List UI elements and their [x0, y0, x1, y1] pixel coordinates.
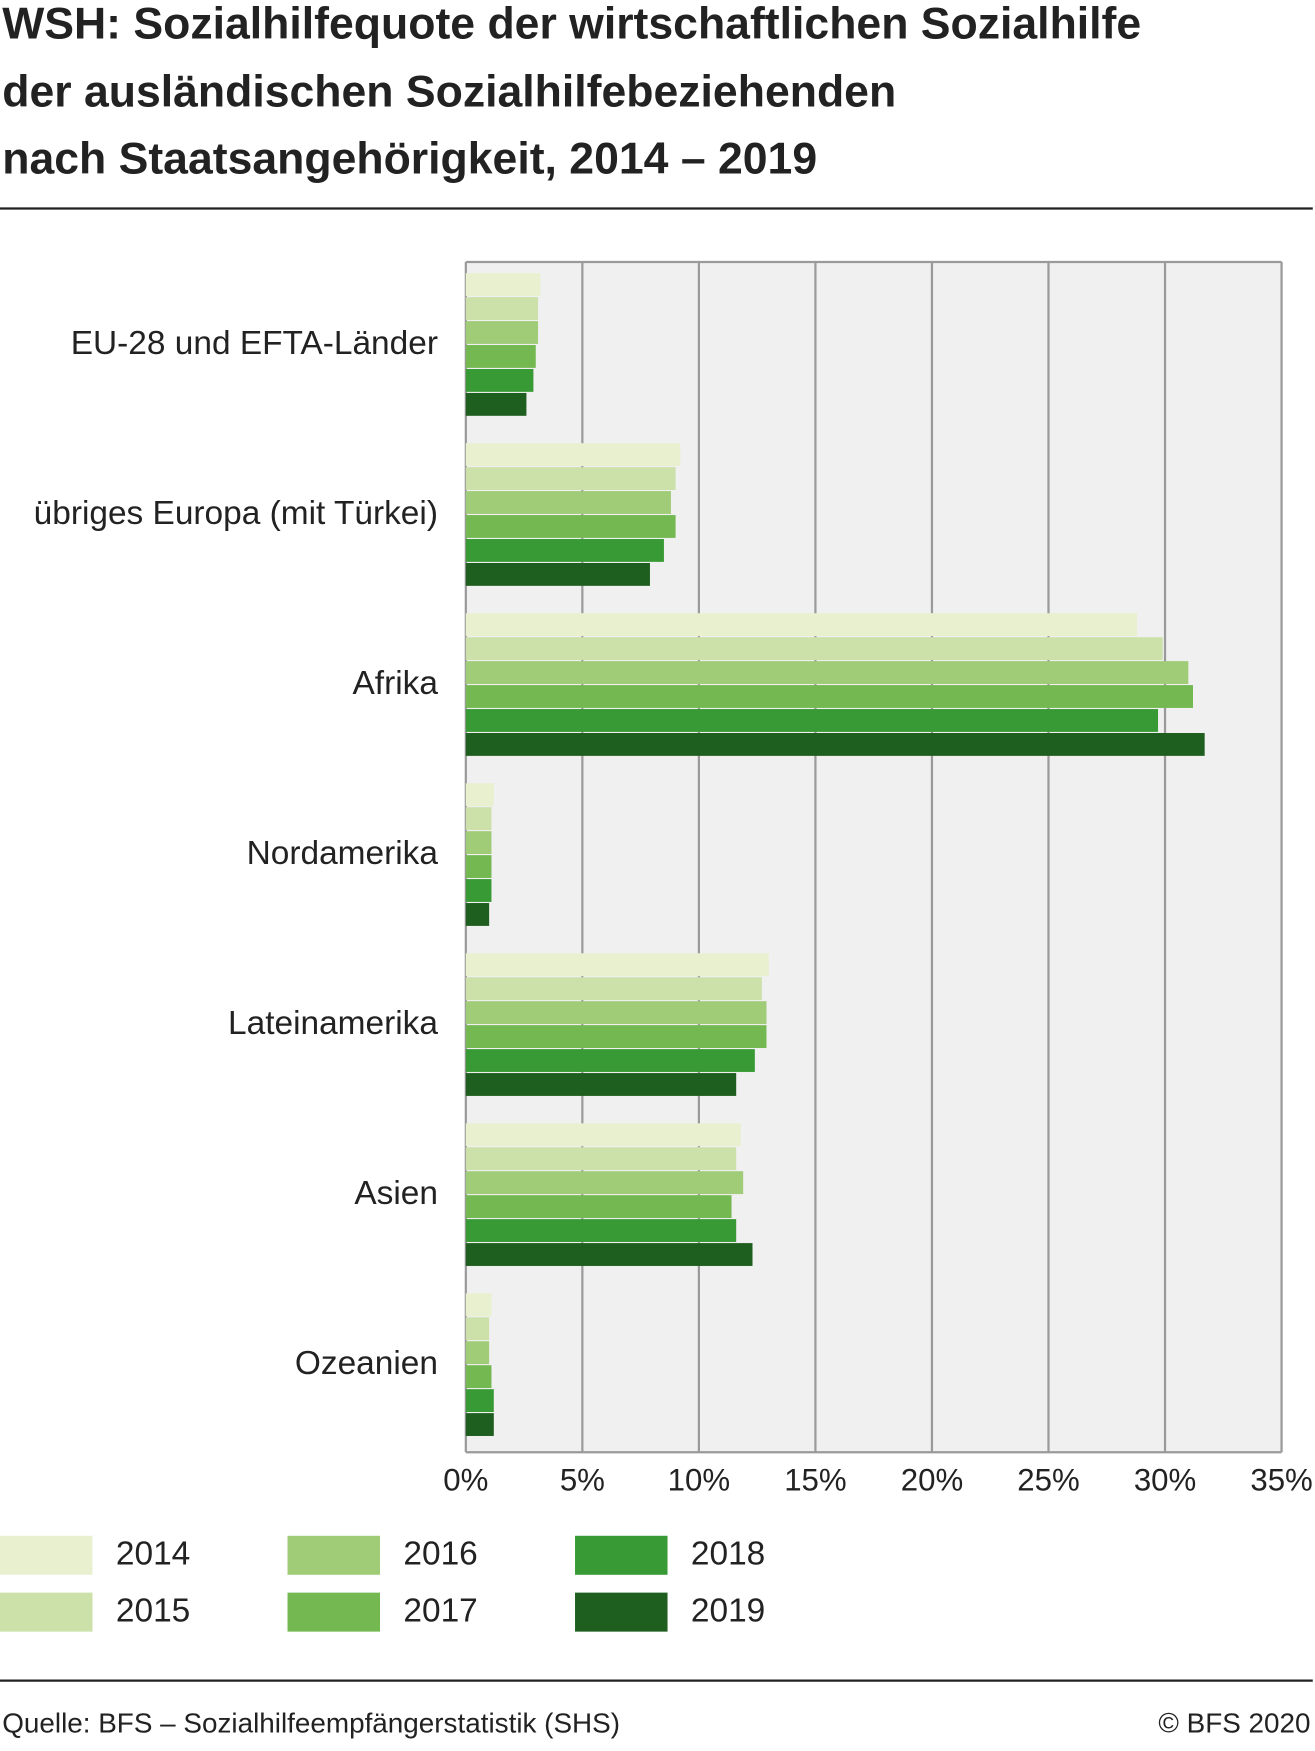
y-tick-label: EU-28 und EFTA-Länder: [71, 325, 438, 362]
bar: [465, 1341, 490, 1365]
y-tick-label: übriges Europa (mit Türkei): [34, 495, 438, 532]
legend-label: 2019: [691, 1593, 765, 1630]
legend-label: 2014: [116, 1536, 190, 1573]
y-tick-label: Afrika: [353, 665, 439, 702]
bar: [465, 539, 664, 562]
chart-title: WSH: Sozialhilfequote der wirtschaftlich…: [2, 0, 1141, 49]
bar: [465, 297, 539, 320]
x-tick-label: 35%: [1250, 1463, 1312, 1498]
bar: [465, 879, 492, 902]
bar: [465, 613, 1138, 637]
plot-area: [465, 262, 1282, 1453]
source: Quelle: BFS – Sozialhilfeempfängerstatis…: [2, 1708, 620, 1739]
bar: [465, 807, 492, 831]
x-tick-label: 0%: [443, 1463, 488, 1498]
bar: [465, 562, 650, 586]
y-tick-label: Asien: [354, 1175, 438, 1212]
legend-swatch: [287, 1592, 381, 1632]
x-tick-label: 20%: [901, 1463, 963, 1498]
bar: [465, 321, 539, 344]
chart-title: der ausländischen Sozialhilfebeziehenden: [2, 68, 896, 117]
bar: [465, 273, 541, 297]
bar: [465, 1293, 492, 1317]
bar: [465, 1025, 767, 1048]
bar: [465, 977, 762, 1001]
bar: [465, 1073, 737, 1096]
legend-swatch: [575, 1535, 668, 1575]
bar: [465, 392, 527, 416]
bar: [465, 685, 1194, 708]
bar: [465, 515, 676, 538]
bar: [465, 637, 1163, 661]
bar: [465, 443, 681, 467]
legend-swatch: [287, 1535, 381, 1575]
x-tick-label: 5%: [560, 1463, 605, 1498]
bar: [465, 661, 1189, 684]
bar: [465, 855, 492, 878]
x-tick-label: 25%: [1017, 1463, 1079, 1498]
bar: [465, 1317, 490, 1341]
bar: [465, 733, 1205, 756]
y-tick-label: Ozeanien: [295, 1345, 438, 1382]
bar: [465, 903, 490, 926]
x-tick-label: 30%: [1134, 1463, 1196, 1498]
legend-swatch: [0, 1592, 93, 1632]
bar: [465, 1219, 737, 1242]
bar: [465, 1001, 767, 1025]
bar: [465, 345, 536, 368]
bar: [465, 1171, 744, 1195]
y-tick-label: Nordamerika: [247, 835, 439, 872]
bar: [465, 783, 494, 807]
bar: [465, 1147, 737, 1171]
bar: [465, 831, 492, 855]
legend-swatch: [575, 1592, 668, 1632]
bar: [465, 467, 676, 490]
bar: [465, 1413, 494, 1436]
legend-label: 2017: [403, 1593, 477, 1630]
bar: [465, 1123, 741, 1147]
x-tick-label: 15%: [784, 1463, 846, 1498]
bar: [465, 1049, 755, 1072]
legend-label: 2015: [116, 1593, 190, 1630]
x-tick-label: 10%: [668, 1463, 730, 1498]
chart-title: nach Staatsangehörigkeit, 2014 – 2019: [2, 135, 817, 184]
bar: [465, 953, 769, 977]
bar: [465, 491, 671, 514]
bar: [465, 1243, 753, 1266]
copyright: © BFS 2020: [1158, 1708, 1310, 1739]
legend-label: 2016: [403, 1536, 477, 1573]
bar: [465, 709, 1159, 732]
legend-label: 2018: [691, 1536, 765, 1573]
bar: [465, 369, 534, 392]
bar: [465, 1365, 492, 1389]
bar: [465, 1389, 494, 1413]
bar: [465, 1195, 732, 1219]
y-tick-label: Lateinamerika: [228, 1005, 438, 1042]
legend-swatch: [0, 1535, 93, 1575]
